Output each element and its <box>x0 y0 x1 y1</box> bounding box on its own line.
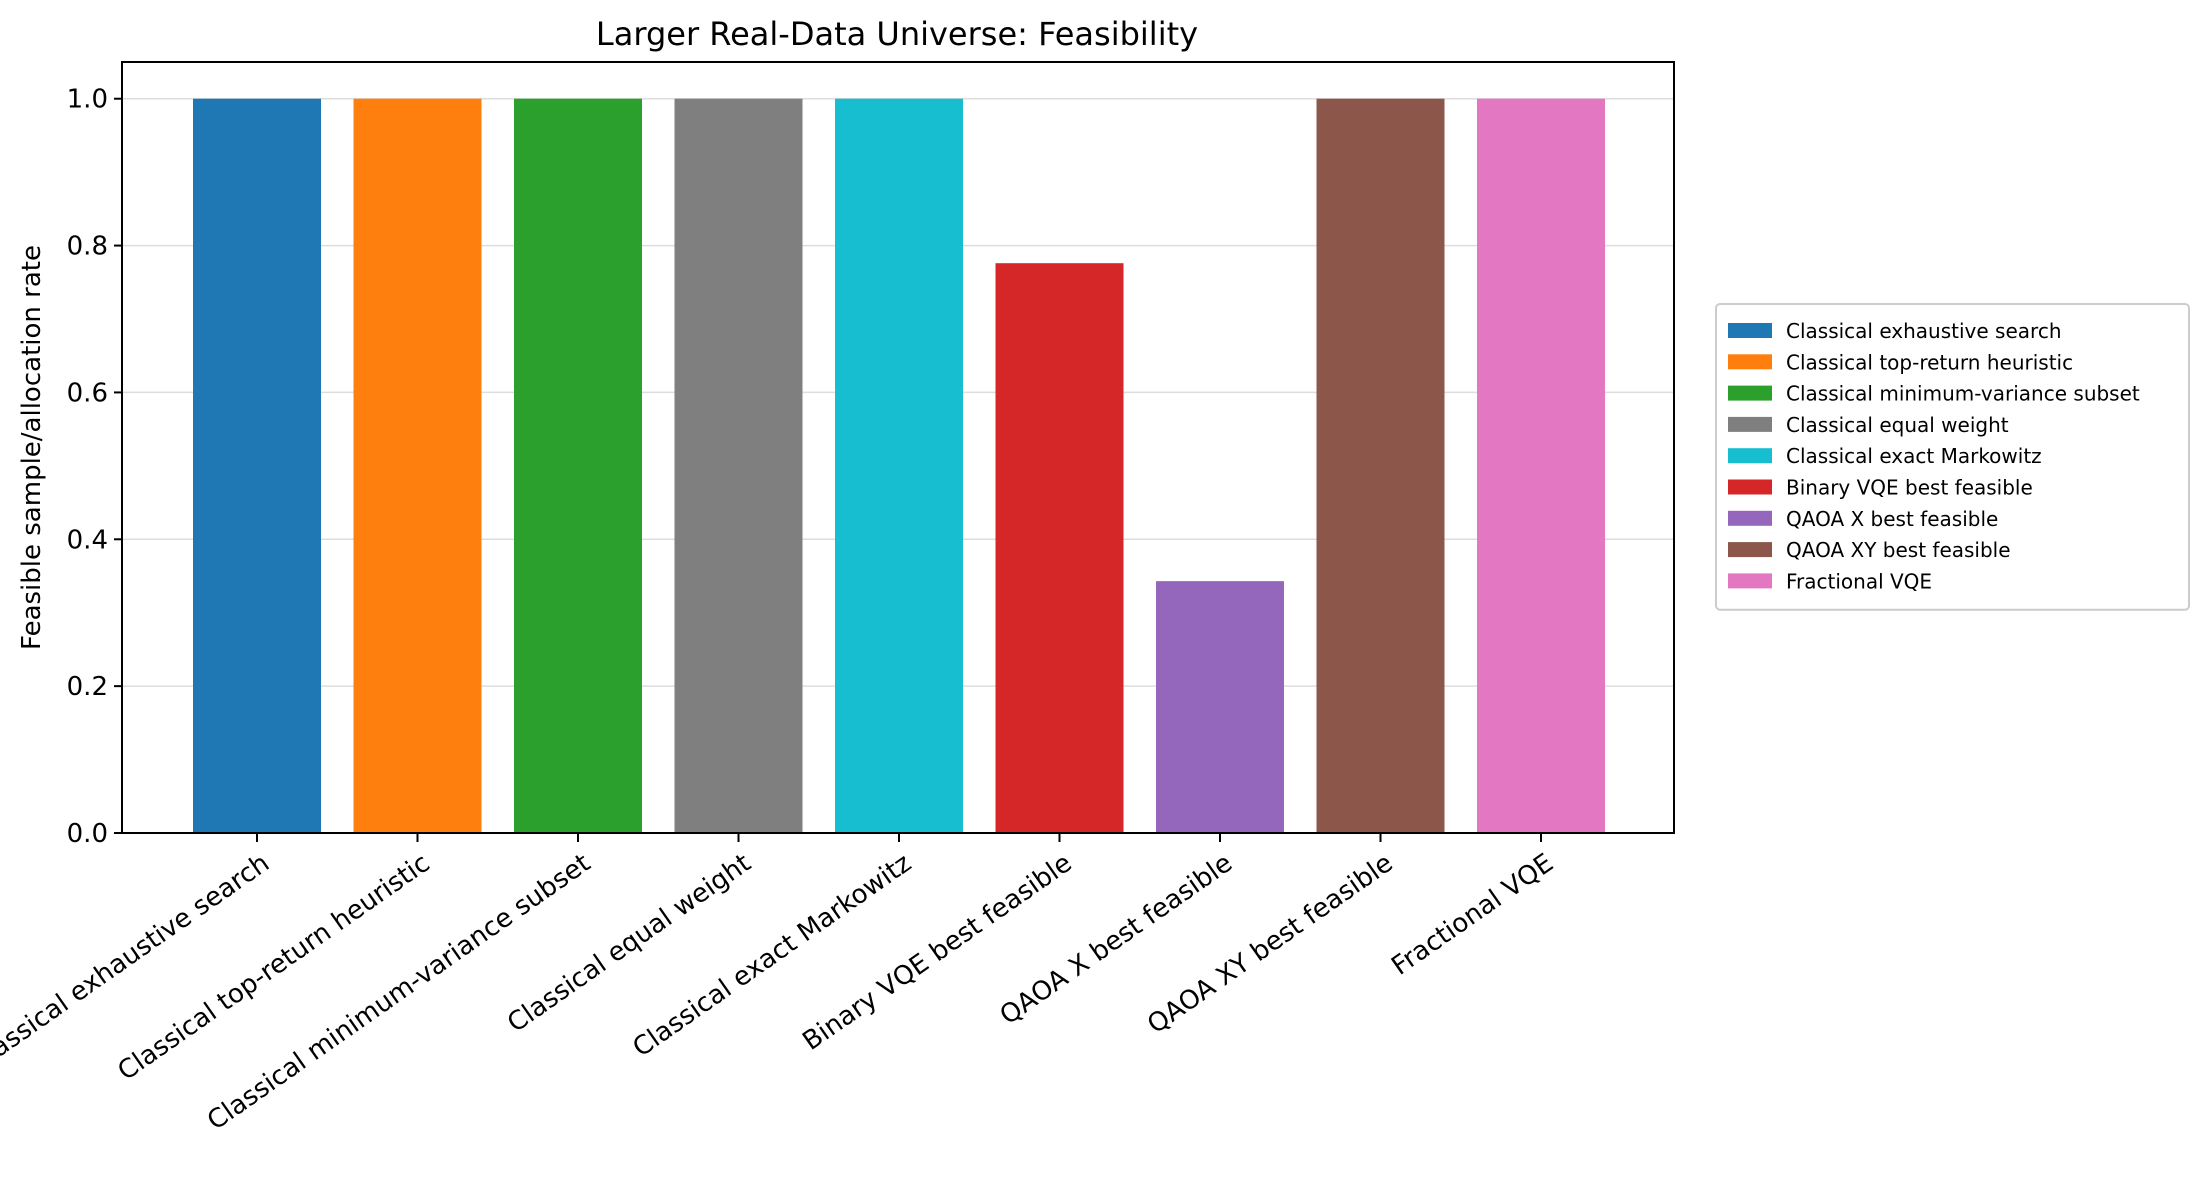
legend-swatch <box>1728 354 1772 370</box>
y-tick-label: 0.8 <box>67 232 108 262</box>
y-tick-label: 0.0 <box>67 819 108 849</box>
bar <box>674 98 803 833</box>
bar <box>1477 98 1605 833</box>
legend-swatch <box>1728 323 1772 338</box>
bar <box>353 98 482 833</box>
legend-entry: Binary VQE best feasible <box>1786 476 2033 500</box>
bars-layer <box>193 98 1605 833</box>
legend-entry: Classical equal weight <box>1786 413 2009 437</box>
legend-entry: Classical minimum-variance subset <box>1786 382 2140 406</box>
legend-box <box>1715 303 2190 611</box>
x-tick-label: Fractional VQE <box>1386 848 1559 981</box>
legend-swatch <box>1728 510 1772 526</box>
bar <box>514 98 642 833</box>
legend-entry: Fractional VQE <box>1786 569 1932 593</box>
bar <box>1316 98 1445 833</box>
bar <box>995 263 1124 833</box>
x-tick-label: Binary VQE best feasible <box>797 848 1077 1057</box>
bar <box>1156 581 1284 833</box>
y-tick-label: 0.2 <box>67 672 108 702</box>
legend-swatch <box>1728 416 1772 432</box>
legend-entry: Classical exhaustive search <box>1786 319 2062 343</box>
x-tick-label: Classical exact Markowitz <box>628 848 917 1063</box>
legend-swatch <box>1728 479 1772 495</box>
y-tick-label: 0.6 <box>67 378 108 408</box>
legend-swatch <box>1728 542 1772 558</box>
legend-entry: QAOA X best feasible <box>1786 507 1998 531</box>
legend-swatch <box>1728 448 1772 464</box>
x-tick-label: Classical top-return heuristic <box>113 848 436 1087</box>
y-ticks-layer: 0.0 0.2 0.4 0.6 0.8 1.0 <box>67 85 122 849</box>
legend-swatch <box>1728 385 1772 401</box>
legend-entry: Classical top-return heuristic <box>1786 350 2073 374</box>
y-tick-label: 0.4 <box>67 525 108 555</box>
bar <box>193 98 321 833</box>
y-tick-label: 1.0 <box>67 85 108 115</box>
legend-swatch <box>1728 573 1772 589</box>
legend: Classical exhaustive search Classical top… <box>1715 303 2190 611</box>
chart-title: Larger Real-Data Universe: Feasibility <box>596 15 1198 53</box>
legend-entry: QAOA XY best feasible <box>1786 538 2011 562</box>
bar <box>835 98 963 833</box>
legend-entry: Classical exact Markowitz <box>1786 444 2042 468</box>
y-axis-label: Feasible sample/allocation rate <box>17 245 47 650</box>
